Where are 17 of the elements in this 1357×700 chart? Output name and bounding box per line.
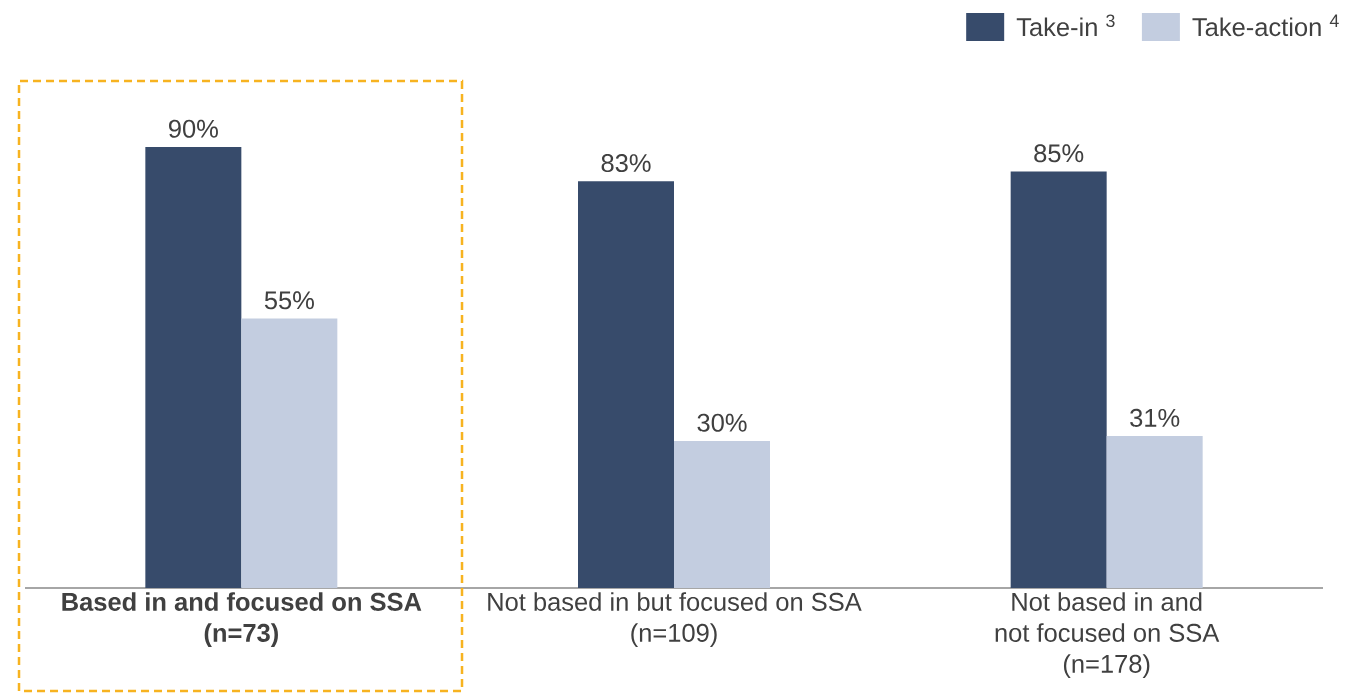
data-label: 55%: [264, 291, 314, 310]
x-tick-label: Not based in and not focused on SSA (n=178): [995, 592, 1220, 678]
x-tick-label: Not based in but focused on SSA (n=109): [488, 592, 862, 647]
x-tick-label: Based in and focused on SSA (n=73): [62, 592, 422, 647]
data-label: 83%: [601, 154, 651, 173]
legend-label: Take-in $^{3}$: [1016, 14, 1115, 37]
bar: [1106, 436, 1203, 588]
legend-label: Take-action $^{4}$: [1192, 14, 1339, 37]
data-label: 30%: [697, 413, 747, 432]
bar: [578, 181, 674, 588]
data-label: 31%: [1130, 408, 1180, 427]
bar: [145, 147, 242, 588]
data-label: 90%: [169, 119, 218, 138]
bar: [674, 440, 770, 588]
data-label: 85%: [1034, 144, 1084, 163]
bar: [1010, 171, 1107, 588]
bar: [241, 318, 338, 588]
